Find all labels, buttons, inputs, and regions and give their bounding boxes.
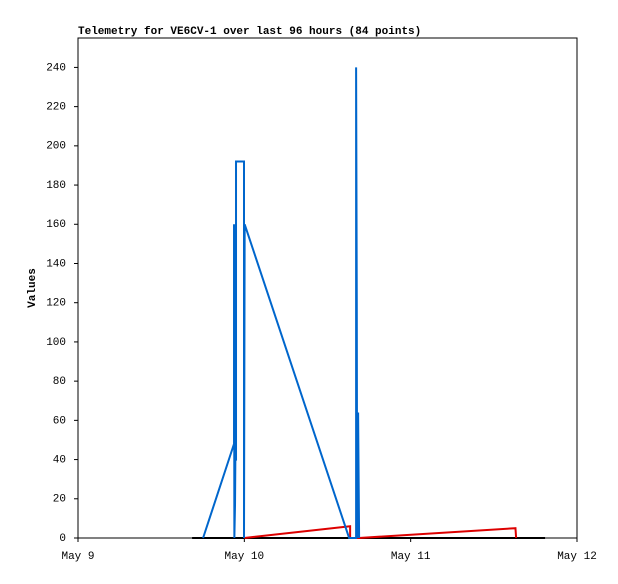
x-tick-label: May 12 xyxy=(557,551,597,563)
y-tick-label: 0 xyxy=(59,533,66,545)
y-tick-label: 60 xyxy=(53,415,66,427)
x-tick-label: May 9 xyxy=(61,551,94,563)
y-tick-label: 140 xyxy=(46,258,66,270)
data-line xyxy=(202,67,361,539)
y-tick-label: 40 xyxy=(53,454,66,466)
y-tick-label: 200 xyxy=(46,141,66,153)
y-tick-label: 180 xyxy=(46,180,66,192)
y-axis-label: Values xyxy=(27,268,39,308)
y-tick-label: 80 xyxy=(53,376,66,388)
chart-title: Telemetry for VE6CV-1 over last 96 hours… xyxy=(78,26,421,38)
y-tick-label: 20 xyxy=(53,494,66,506)
y-tick-label: 120 xyxy=(46,298,66,310)
y-tick-label: 240 xyxy=(46,62,66,74)
y-tick-label: 160 xyxy=(46,219,66,231)
x-tick-label: May 11 xyxy=(391,551,431,563)
y-tick-label: 100 xyxy=(46,337,66,349)
x-tick-label: May 10 xyxy=(225,551,265,563)
y-tick-label: 220 xyxy=(46,102,66,114)
